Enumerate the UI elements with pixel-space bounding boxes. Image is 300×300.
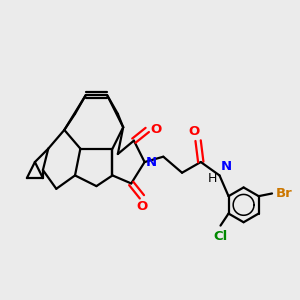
Text: O: O	[136, 200, 148, 212]
Text: N: N	[221, 160, 232, 173]
Text: Br: Br	[276, 187, 293, 200]
Text: O: O	[188, 125, 200, 138]
Text: O: O	[150, 123, 161, 136]
Text: N: N	[146, 155, 157, 169]
Text: H: H	[208, 172, 218, 184]
Text: Cl: Cl	[213, 230, 228, 243]
